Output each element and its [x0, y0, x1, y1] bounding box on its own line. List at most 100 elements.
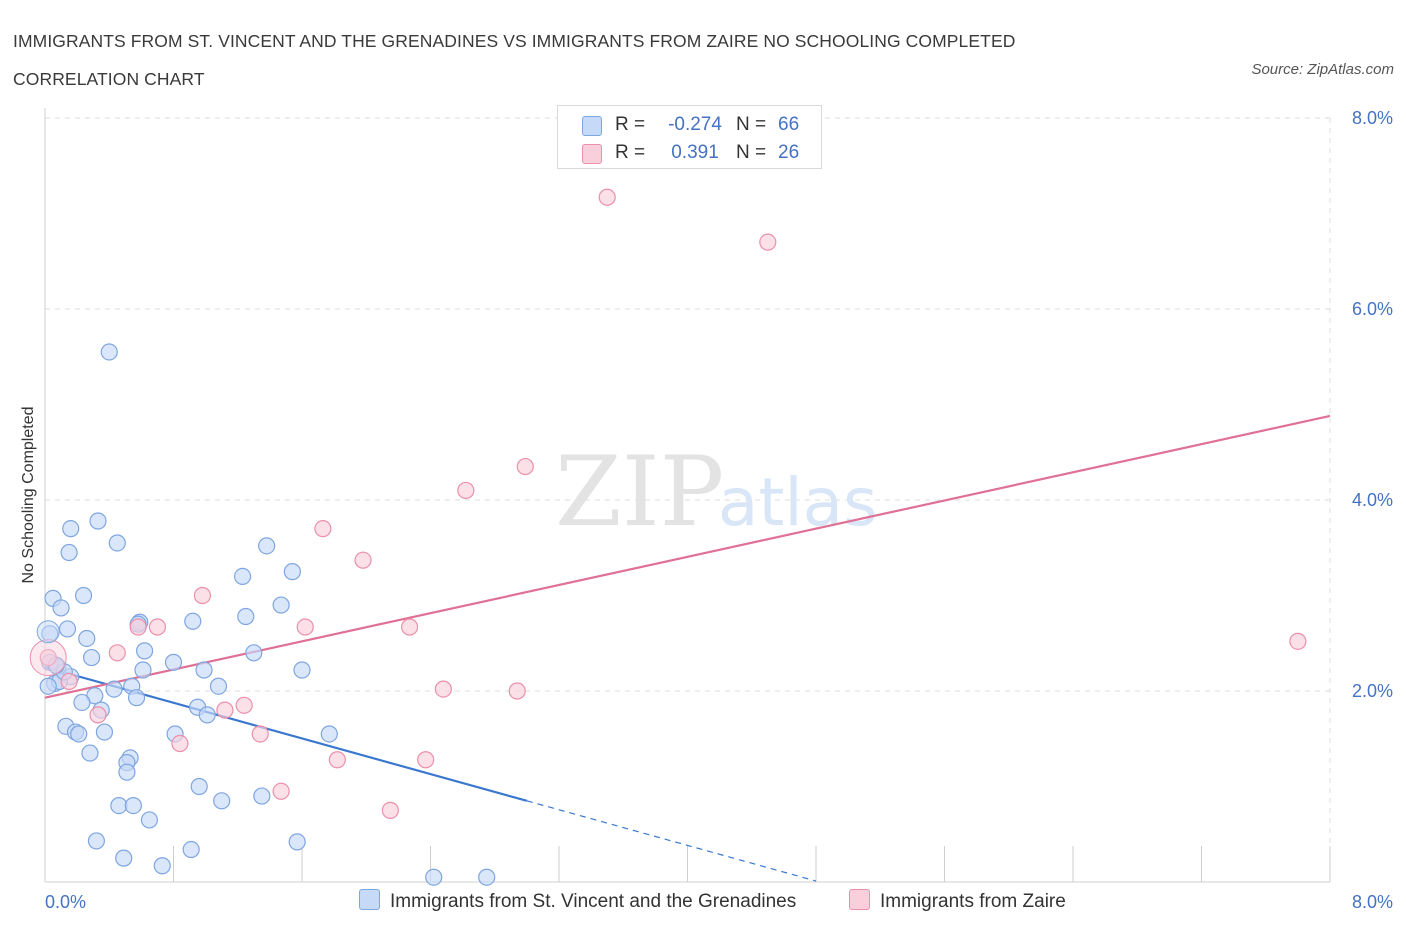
data-point-series-1: [74, 586, 93, 605]
y-tick-label: 4.0%: [1352, 490, 1393, 510]
data-point-series-1: [198, 706, 216, 724]
data-point-series-2: [314, 520, 332, 538]
n-label: N =: [736, 142, 767, 163]
data-point-series-1: [115, 849, 133, 867]
data-point-series-1: [258, 537, 276, 555]
data-point-series-1: [81, 744, 99, 762]
data-point-series-2: [89, 706, 107, 724]
x-tick-label-max: 8.0%: [1352, 892, 1393, 912]
data-point-series-1: [425, 868, 443, 886]
series-1-swatch: [582, 116, 602, 136]
source-label: Source: ZipAtlas.com: [1251, 61, 1394, 78]
n-value: 26: [778, 142, 800, 163]
data-point-series-1: [209, 677, 228, 695]
data-point-series-2: [417, 751, 435, 769]
data-point-series-2: [598, 188, 616, 206]
data-point-series-1: [293, 661, 311, 679]
r-label: R =: [615, 114, 646, 135]
y-tick-label: 6.0%: [1352, 299, 1393, 319]
data-point-series-1: [237, 607, 255, 626]
legend-label-series-1: Immigrants from St. Vincent and the Gren…: [390, 891, 797, 912]
x-tick-label-min: 0.0%: [45, 892, 86, 912]
data-point-series-2: [148, 618, 167, 636]
data-point-series-2: [508, 682, 526, 700]
data-point-series-2: [296, 618, 314, 636]
data-point-series-1: [245, 644, 263, 662]
trend-line-series-1-extension: [526, 800, 817, 882]
data-point-series-2: [171, 734, 189, 753]
data-point-series-1: [95, 723, 114, 741]
watermark-atlas: atlas: [718, 464, 878, 541]
data-point-series-2: [235, 696, 253, 714]
data-point-series-2: [39, 648, 57, 667]
data-point-series-1: [58, 620, 77, 638]
n-value: 66: [778, 114, 800, 135]
data-point-series-1: [253, 787, 271, 805]
data-point-series-1: [100, 343, 118, 361]
data-point-series-2: [216, 701, 234, 719]
r-value: 0.391: [671, 142, 719, 163]
data-point-series-1: [195, 661, 213, 679]
data-point-series-2: [1289, 632, 1307, 650]
y-axis-label: No Schooling Completed: [20, 407, 37, 584]
data-point-series-2: [759, 233, 777, 251]
data-point-series-1: [60, 543, 78, 562]
legend-label-series-2: Immigrants from Zaire: [880, 891, 1066, 912]
series-2-swatch: [582, 144, 602, 164]
data-point-series-2: [193, 586, 212, 605]
data-point-series-1: [184, 612, 202, 630]
watermark: ZIP atlas: [555, 436, 878, 548]
legend-swatch-series-1: [359, 889, 380, 910]
data-point-series-1: [134, 661, 152, 679]
data-point-series-1: [73, 693, 91, 712]
data-point-series-2: [251, 725, 269, 743]
data-point-series-1: [213, 792, 231, 810]
data-point-series-1: [105, 680, 123, 698]
data-point-series-1: [62, 520, 80, 538]
data-point-series-1: [478, 868, 496, 886]
chart-title: IMMIGRANTS FROM ST. VINCENT AND THE GREN…: [13, 22, 1015, 98]
data-point-series-1: [108, 534, 126, 552]
y-tick-label: 8.0%: [1352, 108, 1393, 128]
r-label: R =: [615, 142, 646, 163]
data-point-series-1: [190, 777, 208, 796]
data-points: [29, 188, 1307, 886]
data-point-series-1: [182, 840, 200, 859]
data-point-series-2: [516, 457, 534, 476]
title-line-2: CORRELATION CHART: [13, 69, 205, 89]
r-value: -0.274: [668, 114, 722, 135]
data-point-series-1: [118, 763, 136, 781]
data-point-series-2: [60, 672, 78, 691]
axes: [44, 108, 1331, 883]
data-point-series-1: [233, 567, 252, 586]
data-point-series-2: [108, 644, 126, 662]
data-point-series-1: [283, 563, 301, 581]
data-point-series-1: [153, 857, 171, 875]
data-point-series-2: [354, 551, 372, 569]
data-point-series-1: [140, 811, 159, 829]
data-point-series-1: [288, 833, 306, 851]
data-point-series-1: [127, 689, 146, 707]
n-label: N =: [736, 114, 767, 135]
data-point-series-1-cluster: [36, 620, 60, 644]
data-point-series-2: [434, 680, 452, 698]
y-tick-label: 2.0%: [1352, 681, 1393, 701]
data-point-series-1: [78, 629, 96, 648]
data-point-series-1: [52, 599, 70, 617]
legend-item-series-1: Immigrants from St. Vincent and the Gren…: [359, 889, 796, 913]
data-point-series-1: [272, 596, 290, 614]
data-point-series-2: [328, 751, 346, 769]
data-point-series-1: [39, 677, 57, 695]
data-point-series-1: [320, 725, 338, 743]
legend-item-series-2: Immigrants from Zaire: [849, 889, 1066, 913]
tick-labels: 2.0% 4.0% 6.0% 8.0% 0.0% 8.0%: [45, 108, 1393, 912]
watermark-zip: ZIP: [555, 436, 724, 548]
stats-legend: R = -0.274 N = 66 R = 0.391 N = 26: [557, 105, 822, 169]
title-line-1: IMMIGRANTS FROM ST. VINCENT AND THE GREN…: [13, 31, 1016, 51]
legend-swatch-series-2: [849, 889, 870, 910]
data-point-series-2: [129, 618, 147, 636]
data-point-series-1: [89, 512, 107, 530]
data-point-series-1: [82, 648, 101, 667]
data-point-series-1: [124, 796, 142, 815]
